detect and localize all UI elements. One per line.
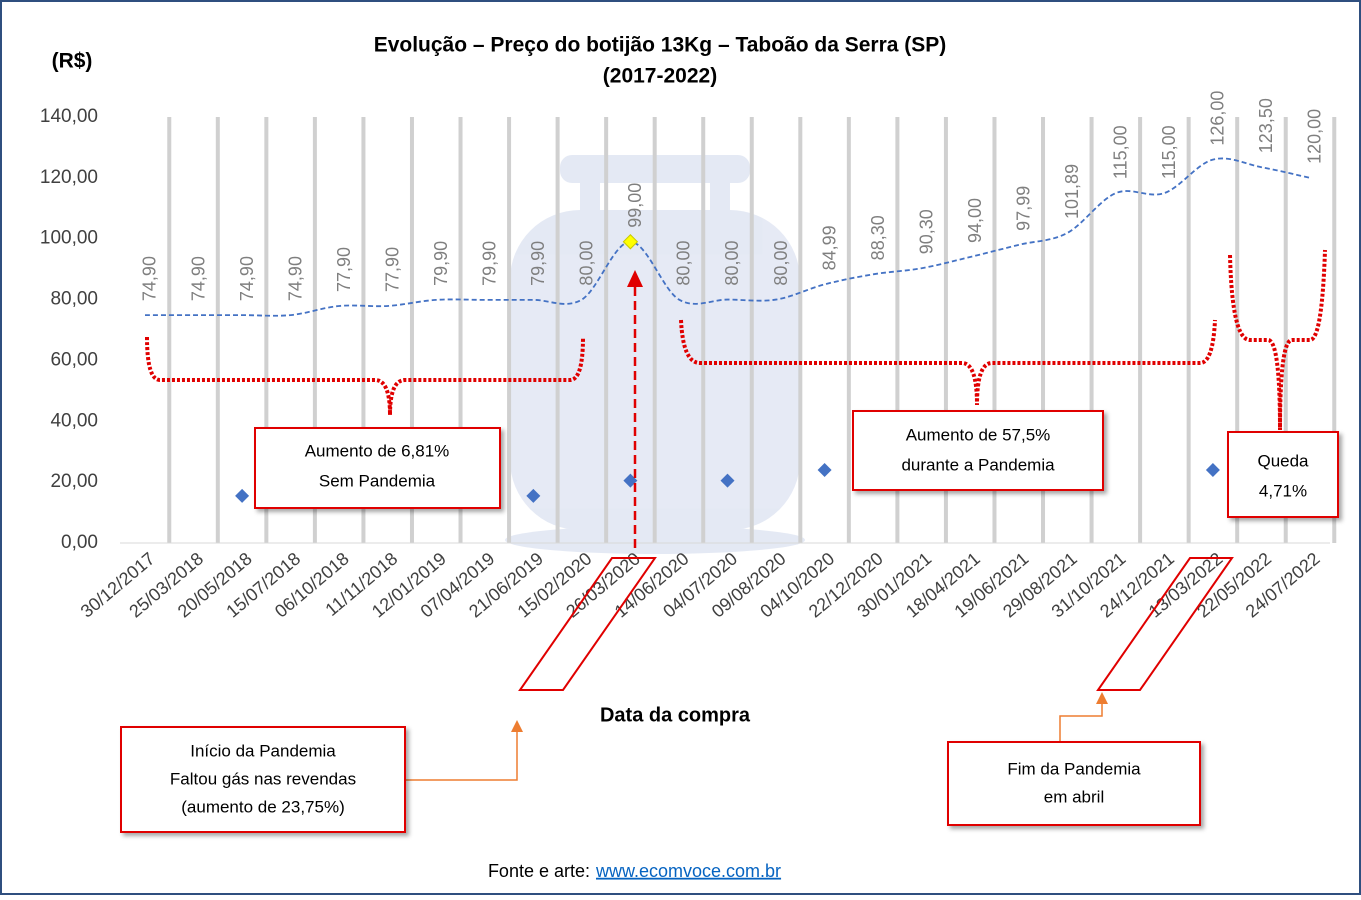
data-label: 74,90 [140,256,160,301]
y-tick-label: 0,00 [61,532,98,553]
data-label: 74,90 [188,256,208,301]
data-label: 80,00 [722,241,742,286]
data-label: 88,30 [868,215,888,260]
y-tick-label: 80,00 [50,289,98,310]
annotation-text: 4,71% [1259,481,1307,500]
data-label: 101,89 [1062,164,1082,219]
x-axis-label: Data da compra [600,704,751,726]
data-label: 77,90 [334,247,354,292]
annotation-text: Sem Pandemia [319,471,436,490]
data-label: 126,00 [1208,91,1228,146]
data-label: 79,90 [528,241,548,286]
annotation-text: em abril [1044,787,1104,806]
data-label: 94,00 [965,198,985,243]
data-label: 84,99 [819,225,839,270]
data-label: 120,00 [1305,109,1325,164]
data-label: 99,00 [625,183,645,228]
data-label: 80,00 [577,241,597,286]
data-label: 80,00 [674,241,694,286]
annotation-text: (aumento de 23,75%) [181,797,345,816]
y-tick-label: 40,00 [50,410,98,431]
annotation-text: Fim da Pandemia [1007,759,1141,778]
y-tick-label: 100,00 [40,228,98,249]
y-tick-label: 140,00 [40,106,98,127]
annotation-box [853,411,1103,490]
data-label: 90,30 [916,209,936,254]
annotation-text: Aumento de 6,81% [305,441,450,460]
data-label: 80,00 [771,241,791,286]
y-tick-label: 120,00 [40,167,98,188]
chart: Evolução – Preço do botijão 13Kg – Taboã… [0,0,1361,895]
annotation-box [1228,432,1338,517]
annotation-text: Queda [1257,451,1309,470]
data-label: 79,90 [431,241,451,286]
chart-subtitle: (2017-2022) [603,65,717,88]
data-label: 79,90 [480,241,500,286]
data-label: 77,90 [382,247,402,292]
annotation-box [948,742,1200,825]
data-label: 97,99 [1014,186,1034,231]
data-label: 74,90 [285,256,305,301]
annotation-text: Faltou gás nas revendas [170,769,356,788]
chart-title: Evolução – Preço do botijão 13Kg – Taboã… [374,34,947,57]
data-label: 123,50 [1256,98,1276,153]
y-axis-label: (R$) [52,50,93,73]
annotation-text: Aumento de 57,5% [906,425,1051,444]
y-tick-label: 60,00 [50,349,98,370]
annotation-text: Início da Pandemia [190,741,336,760]
data-label: 115,00 [1159,125,1179,179]
annotation-box [255,428,500,508]
data-label: 115,00 [1111,125,1131,179]
source-link[interactable]: www.ecomvoce.com.br [595,861,781,881]
annotation-text: durante a Pandemia [901,455,1055,474]
source-text: Fonte e arte: [488,861,590,881]
y-tick-label: 20,00 [50,471,98,492]
data-label: 74,90 [237,256,257,301]
